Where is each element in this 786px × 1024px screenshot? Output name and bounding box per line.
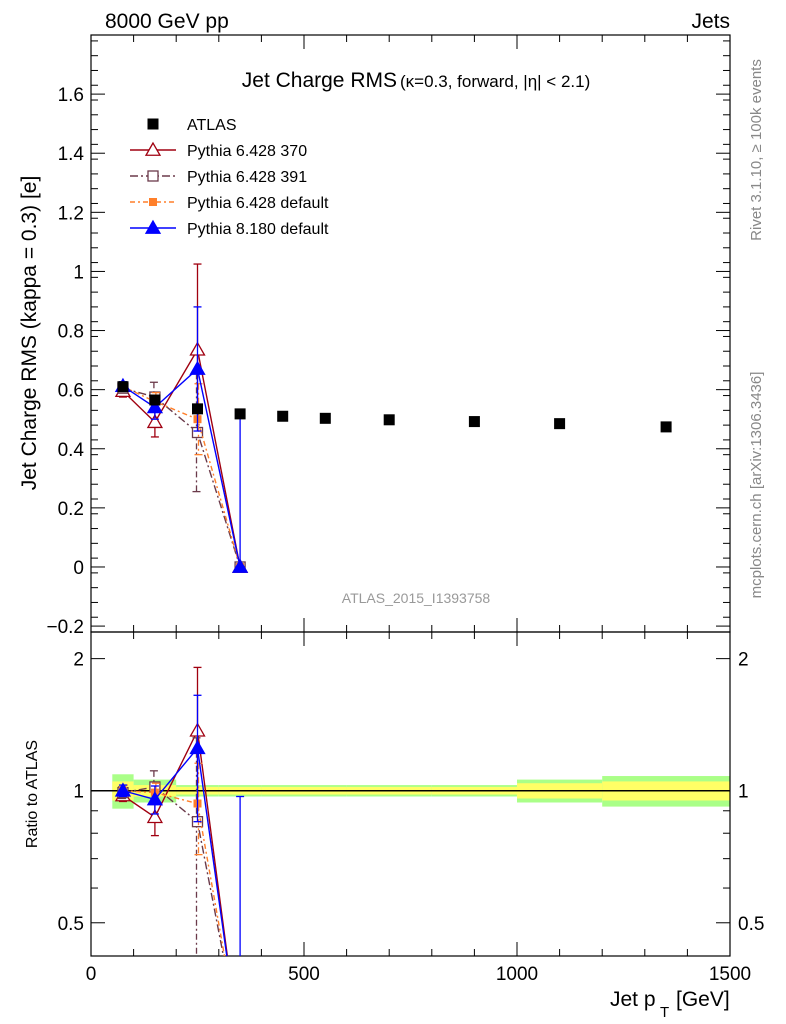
legend-item: Pythia 6.428 default [130,195,329,212]
legend-item: Pythia 6.428 391 [130,169,307,186]
data-point [189,739,206,755]
x-tick-label: 1500 [709,964,751,985]
y-tick-label: −0.2 [46,617,84,638]
legend-label: ATLAS [187,117,237,134]
data-point [117,381,129,393]
main-y-axis: −0.2 0 0.2 0.4 0.6 0.8 1 1.2 1.4 1.6 [46,40,730,638]
series-line [122,386,241,568]
x-axis-label-unit: [GeV] [676,988,730,1011]
data-point [468,416,480,428]
data-point [319,412,331,424]
x-axis-label-main: Jet p [610,988,656,1011]
x-tick-label: 500 [288,964,320,985]
series-line [122,746,228,956]
y-tick-label: 0.4 [58,440,85,461]
main-y-axis-label: Jet Charge RMS (kappa = 0.3) [e] [18,176,41,491]
data-point [146,413,164,429]
y-tick-label: 0.8 [58,322,84,343]
legend-label: Pythia 6.428 default [187,195,329,212]
data-point [229,1013,243,1024]
ratio-y-axis-label: Ratio to ATLAS [24,740,41,848]
ratio-tick-label: 0.5 [58,914,84,935]
ratio-tick-label: 2 [73,650,84,671]
analysis-label: ATLAS_2015_I1393758 [342,590,491,606]
legend-label: Pythia 8.180 default [187,221,329,238]
data-point [192,403,203,415]
y-tick-label: 1 [73,262,84,283]
legend: ATLAS Pythia 6.428 370 Pythia 6.428 391 Pyt… [130,117,329,238]
series-line [122,728,229,956]
ratio-tick-label-right: 0.5 [738,914,764,935]
data-point [189,360,206,375]
data-point [146,808,164,824]
data-point [144,141,162,156]
ratio-tick-label-right: 1 [738,782,749,803]
y-tick-label: 1.2 [58,203,84,224]
ratio-tick-label: 1 [73,782,84,803]
series-pythia-6-428-391 [117,372,246,573]
ratio-panel-frame [90,631,731,957]
header-left: 8000 GeV pp [105,10,229,33]
y-tick-label: 0 [73,558,84,579]
data-point [232,1016,240,1024]
chart-title-main: Jet Charge RMS [242,69,397,92]
data-point [146,399,164,414]
legend-label: Pythia 6.428 391 [187,169,307,186]
ratio-series-layer [114,666,245,1024]
data-point [234,408,246,420]
legend-item: Pythia 6.428 370 [130,141,307,160]
data-point [146,791,164,806]
series-pythia-6-428-370 [114,263,249,573]
series-line [122,367,241,568]
data-point [147,170,159,182]
data-point [229,1013,243,1024]
x-tick-label: 0 [86,964,97,985]
x-tick-label: 1000 [496,964,538,985]
x-axis: 0 500 1000 1500 [86,35,751,985]
rivet-label: Rivet 3.1.10, ≥ 100k events [748,59,765,241]
x-axis-label: Jet p T [GeV] [610,988,730,1021]
y-tick-label: 1.4 [58,144,85,165]
chart-title: Jet Charge RMS (κ=0.3, forward, |η| < 2.… [242,69,591,92]
main-series-layer [114,263,672,573]
series-pythia-8-180-default [114,694,243,1024]
data-point [231,1015,241,1024]
data-point [147,118,159,130]
series-pythia-6-428-370 [114,666,243,1024]
data-point [660,421,672,433]
data-point [231,558,249,573]
data-point [554,418,566,430]
data-point [114,782,132,797]
ratio-band-layer [91,774,730,809]
y-tick-label: 0.6 [58,381,84,402]
series-line [122,790,226,956]
y-tick-label: 0.2 [58,499,84,520]
legend-item: ATLAS [147,117,237,134]
series-pythia-8-180-default [114,306,249,573]
y-tick-label: 1.6 [58,85,84,106]
series-line [122,387,241,568]
mcplots-label: mcplots.cern.ch [arXiv:1306.3436] [748,372,765,599]
legend-item: Pythia 8.180 default [130,219,329,238]
data-point [277,410,289,422]
series-atlas [117,381,672,433]
legend-label: Pythia 6.428 370 [187,143,307,160]
ratio-tick-label-right: 2 [738,650,749,671]
ratio-y-axis: 0.5 0.5 1 1 2 2 [58,650,765,935]
series-line [122,786,225,956]
header-right: Jets [691,10,730,33]
series-line [122,347,241,568]
data-point [149,394,161,406]
x-axis-label-subscript: T [660,1004,669,1021]
chart-title-sub: (κ=0.3, forward, |η| < 2.1) [400,72,590,91]
data-point [149,198,157,206]
data-point [144,219,162,234]
data-point [383,414,395,426]
series-pythia-6-428-default [118,381,245,571]
